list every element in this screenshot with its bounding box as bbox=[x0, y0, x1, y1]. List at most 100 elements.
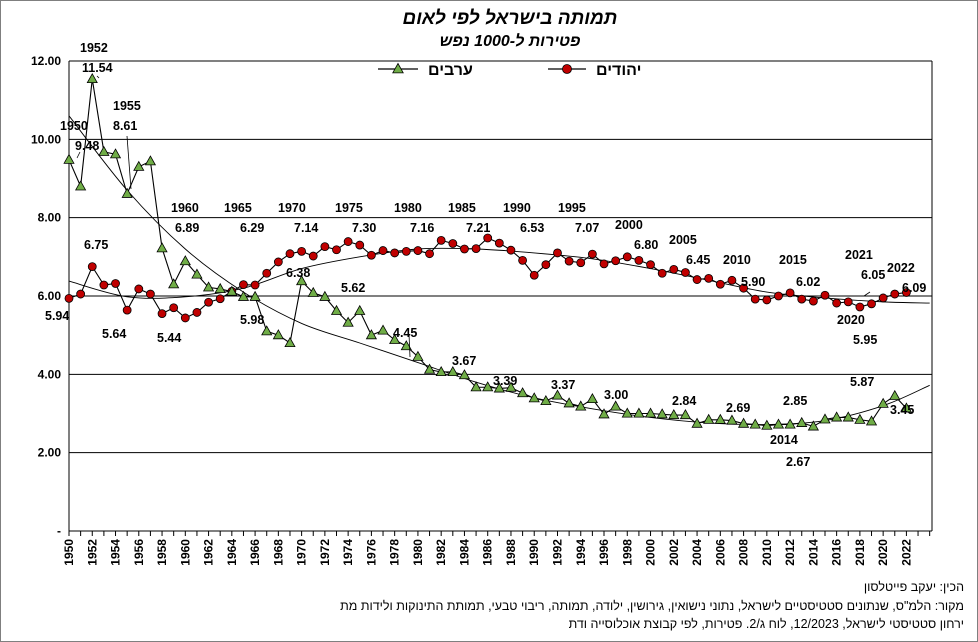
data-point bbox=[865, 415, 878, 426]
data-label-value: 2.85 bbox=[783, 394, 807, 408]
data-point bbox=[156, 242, 168, 253]
data-label-year: 1995 bbox=[558, 201, 586, 215]
data-point bbox=[877, 397, 889, 408]
data-label-year: 2015 bbox=[779, 253, 807, 267]
data-label-value: 5.94 bbox=[45, 309, 69, 323]
series-arabs bbox=[63, 72, 913, 431]
data-point bbox=[99, 280, 109, 290]
data-label-value: 6.75 bbox=[84, 238, 108, 252]
data-point bbox=[448, 239, 458, 248]
data-point bbox=[330, 304, 343, 315]
data-point bbox=[168, 278, 180, 289]
data-label-value: 4.45 bbox=[393, 326, 417, 340]
data-point bbox=[272, 329, 284, 340]
data-label-value: 7.30 bbox=[352, 221, 376, 235]
data-label-value: 7.14 bbox=[294, 221, 318, 235]
data-point bbox=[447, 365, 459, 377]
data-point bbox=[202, 281, 215, 292]
data-point bbox=[214, 282, 226, 293]
data-label-year: 1950 bbox=[60, 119, 88, 133]
y-tick-label: 8.00 bbox=[38, 211, 62, 225]
data-label-value: 6.38 bbox=[286, 266, 310, 280]
data-point bbox=[320, 242, 330, 252]
data-point bbox=[366, 250, 376, 260]
data-point bbox=[796, 416, 808, 427]
data-point bbox=[435, 365, 447, 377]
data-point bbox=[111, 279, 120, 288]
data-point bbox=[737, 417, 750, 428]
data-point bbox=[714, 413, 726, 424]
data-point bbox=[87, 262, 97, 272]
data-point bbox=[412, 350, 424, 361]
data-point bbox=[226, 285, 238, 296]
data-point bbox=[553, 248, 562, 258]
x-tick-label: 1974 bbox=[341, 539, 355, 566]
data-point bbox=[516, 387, 529, 398]
data-point bbox=[761, 419, 773, 430]
data-point bbox=[669, 264, 679, 274]
data-label-value: 7.07 bbox=[575, 221, 599, 235]
leader-line bbox=[408, 333, 411, 358]
x-tick-label: 2002 bbox=[667, 539, 681, 566]
data-label-year: 1960 bbox=[171, 201, 199, 215]
data-point bbox=[109, 148, 122, 159]
y-tick-label: 10.00 bbox=[31, 132, 61, 146]
data-label-value: 5.62 bbox=[341, 281, 365, 295]
legend-item-jews: יהודים bbox=[548, 62, 642, 79]
data-point bbox=[355, 240, 365, 250]
data-point bbox=[644, 407, 657, 418]
data-point bbox=[611, 256, 621, 266]
data-point bbox=[423, 363, 436, 374]
x-tick-label: 2016 bbox=[830, 539, 844, 566]
data-label-year: 1952 bbox=[80, 41, 108, 55]
data-point bbox=[878, 293, 888, 303]
data-point bbox=[157, 309, 167, 319]
data-point bbox=[576, 258, 586, 268]
data-point bbox=[192, 308, 202, 317]
leader-line bbox=[863, 291, 871, 297]
x-tick-label: 1968 bbox=[271, 539, 285, 566]
x-tick-label: 1998 bbox=[620, 539, 634, 566]
data-point bbox=[564, 256, 574, 266]
data-point bbox=[610, 400, 622, 411]
x-tick-label: 2022 bbox=[899, 539, 913, 566]
data-point bbox=[295, 275, 308, 286]
series bbox=[63, 72, 913, 431]
data-label-value: 6.53 bbox=[520, 221, 544, 235]
x-tick-label: 1990 bbox=[527, 539, 541, 566]
data-label-value: 6.05 bbox=[861, 268, 885, 282]
series-jews bbox=[64, 233, 911, 323]
data-point bbox=[587, 249, 597, 259]
data-point bbox=[483, 233, 493, 243]
data-point bbox=[144, 155, 157, 166]
data-label-year: 2014 bbox=[770, 433, 798, 447]
data-point bbox=[122, 305, 132, 315]
data-label-value: 3.45 bbox=[890, 403, 914, 417]
data-label-year: 1970 bbox=[278, 201, 306, 215]
data-point bbox=[458, 369, 471, 380]
x-tick-label: 1980 bbox=[411, 539, 425, 566]
data-label-year: 2020 bbox=[837, 313, 865, 327]
data-point bbox=[890, 289, 900, 299]
data-point bbox=[179, 255, 191, 266]
data-point bbox=[715, 279, 725, 289]
x-tick-label: 2020 bbox=[876, 539, 890, 566]
data-point bbox=[889, 389, 901, 400]
x-tick-label: 2010 bbox=[760, 539, 774, 566]
data-point bbox=[586, 392, 599, 404]
data-point bbox=[378, 246, 388, 255]
legend-item-arabs: ערבים bbox=[378, 62, 473, 79]
data-label-value: 2.67 bbox=[786, 455, 810, 469]
data-point bbox=[785, 288, 795, 298]
data-point bbox=[726, 414, 738, 425]
data-point bbox=[308, 251, 318, 261]
data-point bbox=[563, 397, 575, 408]
data-point bbox=[681, 268, 690, 277]
legend-label: יהודים bbox=[596, 62, 642, 79]
data-point bbox=[470, 381, 482, 392]
x-tick-label: 2004 bbox=[690, 539, 704, 566]
data-point bbox=[528, 392, 540, 403]
data-point bbox=[191, 268, 203, 279]
x-tick-label: 1970 bbox=[295, 539, 309, 566]
data-point bbox=[668, 409, 680, 420]
